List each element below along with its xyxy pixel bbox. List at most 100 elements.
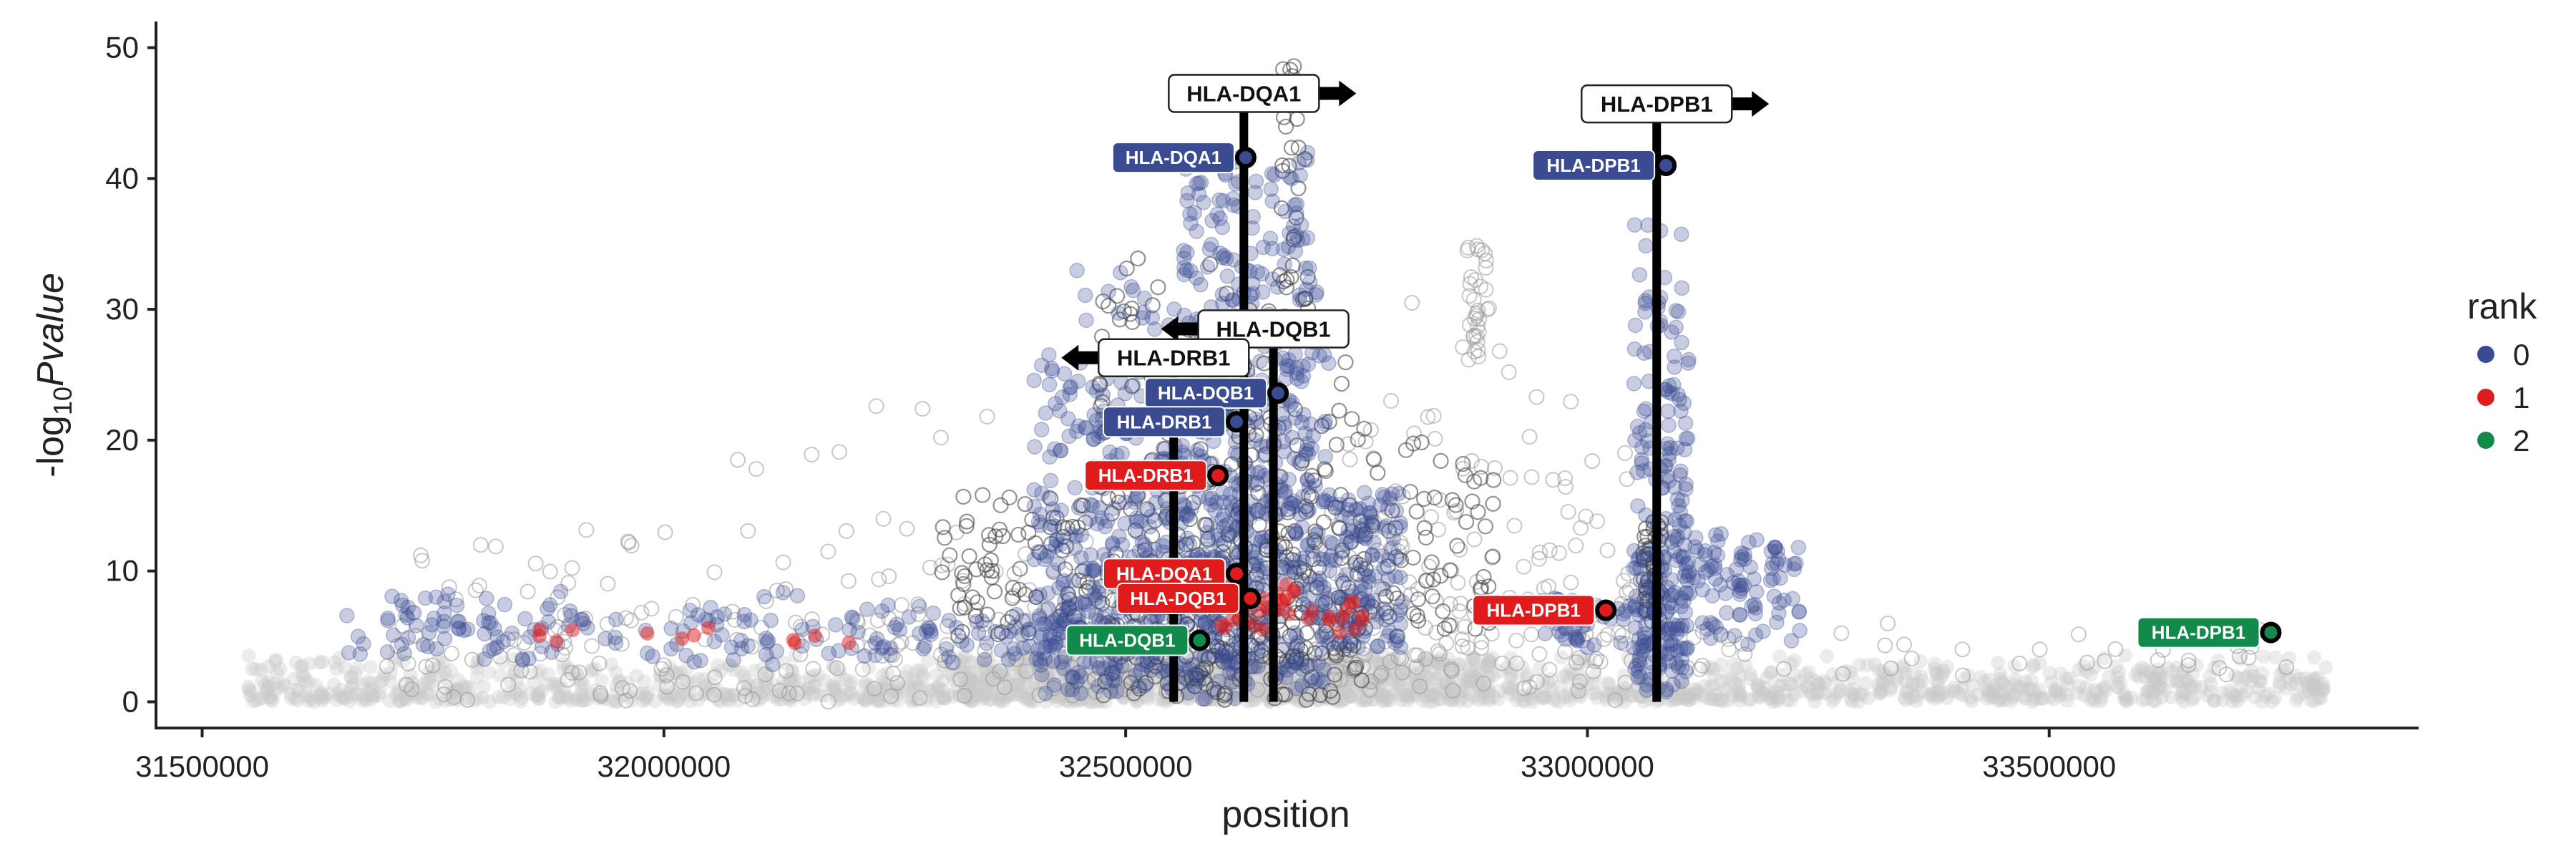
snp-point — [944, 654, 960, 671]
snp-point — [1752, 690, 1767, 705]
snp-point — [245, 694, 260, 709]
snp-point — [410, 684, 425, 699]
snp-point — [2147, 674, 2162, 689]
snp-point — [1333, 375, 1350, 392]
snp-point — [1931, 676, 1946, 691]
snp-point — [332, 651, 347, 666]
snp-point — [2225, 686, 2240, 701]
snp-point — [1794, 684, 1809, 699]
y-tick-label: 40 — [105, 161, 139, 195]
snp-point — [1466, 531, 1483, 548]
snp-point — [1219, 251, 1234, 266]
snp-point — [1860, 690, 1875, 705]
snp-point — [1780, 693, 1795, 708]
snp-point — [1669, 692, 1684, 707]
snp-point — [1289, 655, 1305, 671]
snp-point — [1988, 681, 2003, 697]
snp-point — [1085, 432, 1101, 447]
snp-point — [1885, 661, 1900, 676]
snp-point — [984, 686, 999, 702]
snp-point — [1732, 677, 1747, 692]
snp-point — [2102, 669, 2117, 684]
snp-point — [1427, 431, 1443, 447]
snp-point — [1664, 688, 1679, 703]
snp-point — [857, 692, 872, 707]
snp-point — [409, 690, 424, 705]
snp-point — [1763, 665, 1778, 680]
snp-point — [918, 690, 933, 705]
snp-point — [1712, 693, 1727, 708]
snp-point — [1347, 557, 1363, 573]
snp-point — [348, 666, 363, 681]
gene-label-text: HLA-DRB1 — [1117, 346, 1230, 371]
snp-point — [1987, 685, 2002, 700]
snp-point — [585, 662, 600, 677]
snp-point — [1873, 685, 1888, 700]
snp-point — [1215, 296, 1231, 311]
snp-point — [667, 688, 682, 703]
snp-point — [1424, 588, 1440, 605]
snp-point — [1676, 677, 1691, 692]
snp-point — [343, 669, 358, 684]
snp-point — [2147, 671, 2162, 686]
snp-point — [838, 523, 854, 539]
snp-point — [1771, 679, 1786, 694]
snp-point — [1639, 679, 1654, 694]
snp-point — [2301, 684, 2316, 699]
snp-point — [1457, 677, 1472, 692]
snp-point — [1289, 679, 1304, 694]
snp-point — [1713, 674, 1728, 689]
legend-swatch — [2477, 346, 2494, 363]
snp-point — [2052, 684, 2067, 699]
snp-point — [1032, 506, 1048, 523]
snp-point — [1682, 687, 1697, 702]
snp-point — [1661, 384, 1677, 400]
snp-point — [2006, 687, 2021, 702]
snp-point — [941, 612, 957, 629]
snp-point — [869, 693, 884, 708]
snp-point — [290, 681, 305, 697]
snp-point — [1136, 290, 1153, 306]
snp-point — [828, 681, 843, 697]
snp-point — [1955, 680, 1970, 695]
snp-point — [758, 675, 774, 690]
snp-point — [1829, 686, 1844, 701]
legend-swatch — [2477, 389, 2494, 406]
legend-entry: 1 — [2477, 381, 2529, 414]
snp-point — [482, 615, 499, 631]
snp-point — [945, 667, 960, 682]
snp-point — [1607, 692, 1622, 707]
snp-point — [1290, 634, 1306, 651]
snp-point — [1481, 691, 1496, 706]
snp-point — [1689, 683, 1704, 698]
snp-point — [1868, 657, 1883, 672]
snp-point — [1772, 649, 1787, 664]
snp-point — [2306, 677, 2321, 692]
snp-point — [937, 530, 953, 546]
snp-point — [897, 683, 912, 698]
snp-point — [1706, 678, 1721, 693]
snp-point — [2255, 666, 2270, 681]
snp-point — [1845, 670, 1860, 685]
snp-point — [2238, 671, 2253, 686]
lead-snp-point — [1189, 629, 1211, 651]
snp-point — [1551, 694, 1566, 709]
snp-point — [2165, 664, 2180, 679]
snp-point — [1045, 659, 1060, 674]
snp-point — [2303, 693, 2318, 708]
snp-point — [364, 676, 379, 691]
snp-point — [1994, 684, 2009, 699]
snp-point — [1042, 449, 1058, 465]
snp-point — [840, 573, 857, 589]
snp-point — [1980, 691, 1995, 707]
snp-point — [1503, 650, 1518, 665]
snp-point — [759, 686, 774, 702]
snp-point — [2282, 651, 2297, 666]
snp-point — [1223, 675, 1238, 690]
snp-point — [1850, 694, 1865, 709]
snp-point — [797, 691, 812, 707]
snp-point — [2313, 691, 2328, 706]
gene-arrow-right — [1729, 91, 1770, 117]
snp-point — [854, 689, 869, 704]
